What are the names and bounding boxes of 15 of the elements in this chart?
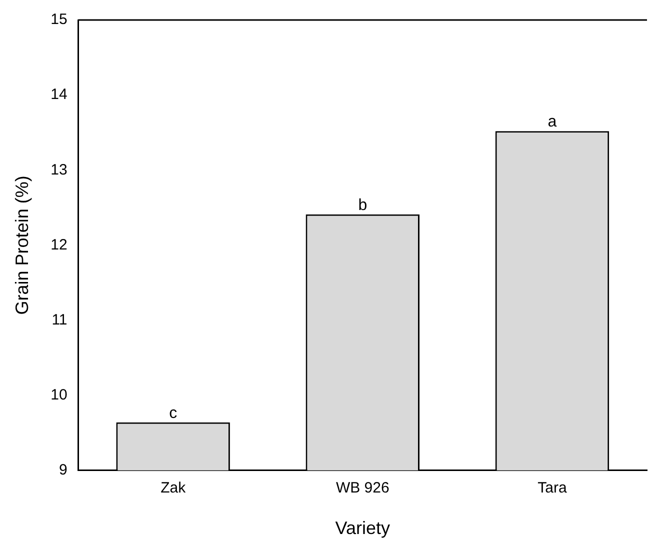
y-tick-label: 11: [52, 311, 68, 328]
y-axis-title: Grain Protein (%): [12, 176, 32, 315]
y-tick-label: 14: [50, 86, 68, 104]
x-tick-label: Zak: [160, 480, 186, 497]
y-tick-label: 13: [50, 161, 68, 178]
y-tick-label: 12: [50, 236, 68, 254]
annotation: c: [169, 404, 178, 422]
x-tick-label: Tara: [538, 480, 568, 497]
annotation: b: [358, 196, 368, 214]
y-tick-label: 15: [50, 11, 68, 28]
x-axis-title: Variety: [335, 518, 390, 538]
y-tick-label: 9: [58, 462, 68, 479]
y-tick-label: 10: [50, 386, 68, 404]
annotation: a: [548, 114, 557, 131]
x-tick-label: WB 926: [336, 480, 390, 497]
